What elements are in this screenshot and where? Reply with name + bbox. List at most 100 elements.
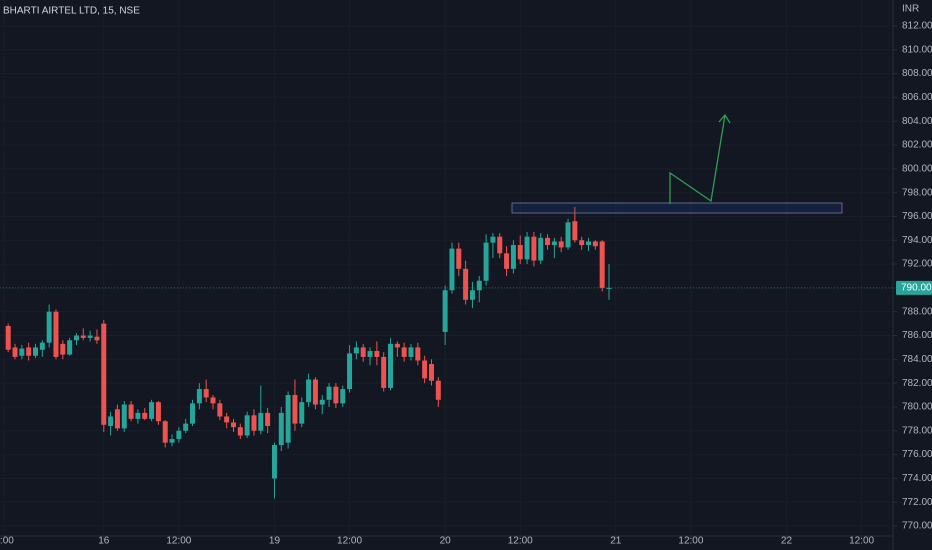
y-tick-label: 802.00: [902, 140, 932, 151]
candle-body: [572, 221, 578, 241]
candle-body: [306, 379, 312, 403]
candle-body: [435, 380, 441, 400]
candle-body: [128, 404, 134, 419]
y-tick-label: 770.00: [902, 521, 932, 532]
candle-body: [374, 350, 380, 357]
candle-body: [510, 245, 516, 269]
candle-body: [87, 335, 93, 338]
candle-body: [347, 353, 353, 390]
candle-body: [408, 347, 414, 357]
candle-body: [26, 347, 32, 356]
candle-body: [579, 240, 585, 246]
candle-body: [183, 423, 189, 431]
x-tick-label: 12:00: [849, 536, 874, 547]
candle-body: [381, 356, 387, 388]
candle-body: [39, 342, 45, 350]
y-tick-label: 772.00: [902, 497, 932, 508]
y-tick-label: 774.00: [902, 473, 932, 484]
candle-body: [497, 236, 503, 254]
y-tick-label: 792.00: [902, 259, 932, 270]
candle-body: [401, 347, 407, 357]
candle-body: [551, 241, 557, 246]
candle-body: [565, 222, 571, 248]
candle-body: [265, 412, 271, 426]
candle-body: [524, 236, 530, 260]
candle-body: [224, 416, 230, 423]
candle-body: [251, 415, 257, 431]
y-tick-label: 804.00: [902, 116, 932, 127]
candle-body: [80, 335, 86, 338]
candle-body: [504, 253, 510, 269]
candle-body: [278, 412, 284, 446]
candle-body: [476, 280, 482, 291]
candle-body: [299, 402, 305, 424]
y-tick-label: 780.00: [902, 402, 932, 413]
candle-body: [230, 422, 236, 428]
y-tick-label: 786.00: [902, 330, 932, 341]
candle-body: [326, 386, 332, 400]
candle-body: [5, 325, 11, 350]
candle-body: [538, 237, 544, 261]
candle-body: [94, 336, 100, 341]
candle-body: [456, 248, 462, 269]
candle-body: [73, 335, 79, 341]
currency-label: INR: [902, 4, 919, 15]
arrow-head: [718, 113, 731, 124]
candle-body: [217, 403, 223, 417]
candle-body: [176, 430, 182, 440]
candle-body: [12, 347, 18, 357]
chart-title: BHARTI AIRTEL LTD, 15, NSE: [3, 6, 140, 17]
x-tick-label: 21: [610, 536, 622, 547]
candle-body: [517, 245, 523, 260]
candle-body: [428, 364, 434, 381]
y-tick-label: 808.00: [902, 68, 932, 79]
candle-body: [237, 427, 243, 436]
candle-body: [292, 395, 298, 424]
candle-body: [415, 347, 421, 361]
y-tick-label: 782.00: [902, 378, 932, 389]
candle-body: [545, 237, 551, 246]
y-tick-label: 812.00: [902, 21, 932, 32]
candle-body: [333, 386, 339, 404]
candle-body: [114, 409, 120, 429]
x-tick-label: 20: [440, 536, 452, 547]
candle-body: [258, 412, 264, 431]
candle-body: [33, 347, 39, 356]
x-tick-label: 16: [98, 536, 110, 547]
x-tick-label: 22: [781, 536, 793, 547]
candle-body: [592, 241, 598, 247]
candles: [5, 206, 612, 499]
candle-body: [463, 268, 469, 300]
candle-body: [449, 248, 455, 291]
x-tick-label: 12:00: [166, 536, 191, 547]
y-tick-label: 784.00: [902, 354, 932, 365]
y-tick-label: 776.00: [902, 449, 932, 460]
candle-body: [469, 290, 475, 300]
candle-body: [155, 402, 161, 422]
candle-body: [599, 241, 605, 288]
candle-body: [142, 412, 148, 419]
candle-body: [203, 389, 209, 398]
last-price-box: [896, 280, 932, 295]
candle-body: [19, 348, 25, 356]
candle-body: [196, 389, 202, 404]
candle-body: [149, 402, 155, 419]
candle-body: [490, 236, 496, 243]
candle-body: [60, 343, 66, 355]
y-tick-label: 798.00: [902, 187, 932, 198]
candle-body: [169, 439, 175, 443]
candle-body: [271, 445, 277, 479]
candle-body: [340, 389, 346, 404]
candle-body: [53, 311, 59, 357]
candle-body: [285, 395, 291, 443]
candle-body: [162, 421, 168, 443]
candle-body: [483, 242, 489, 281]
candle-body: [312, 379, 318, 405]
candle-body: [210, 397, 216, 404]
projection-arrow: [669, 114, 726, 204]
candle-body: [46, 311, 52, 343]
candle-body: [244, 415, 250, 436]
axes: 770.00 772.00 774.00 776.00 778.00 780.00 782.…: [0, 21, 932, 547]
y-tick-label: 788.00: [902, 306, 932, 317]
candle-body: [67, 340, 73, 355]
